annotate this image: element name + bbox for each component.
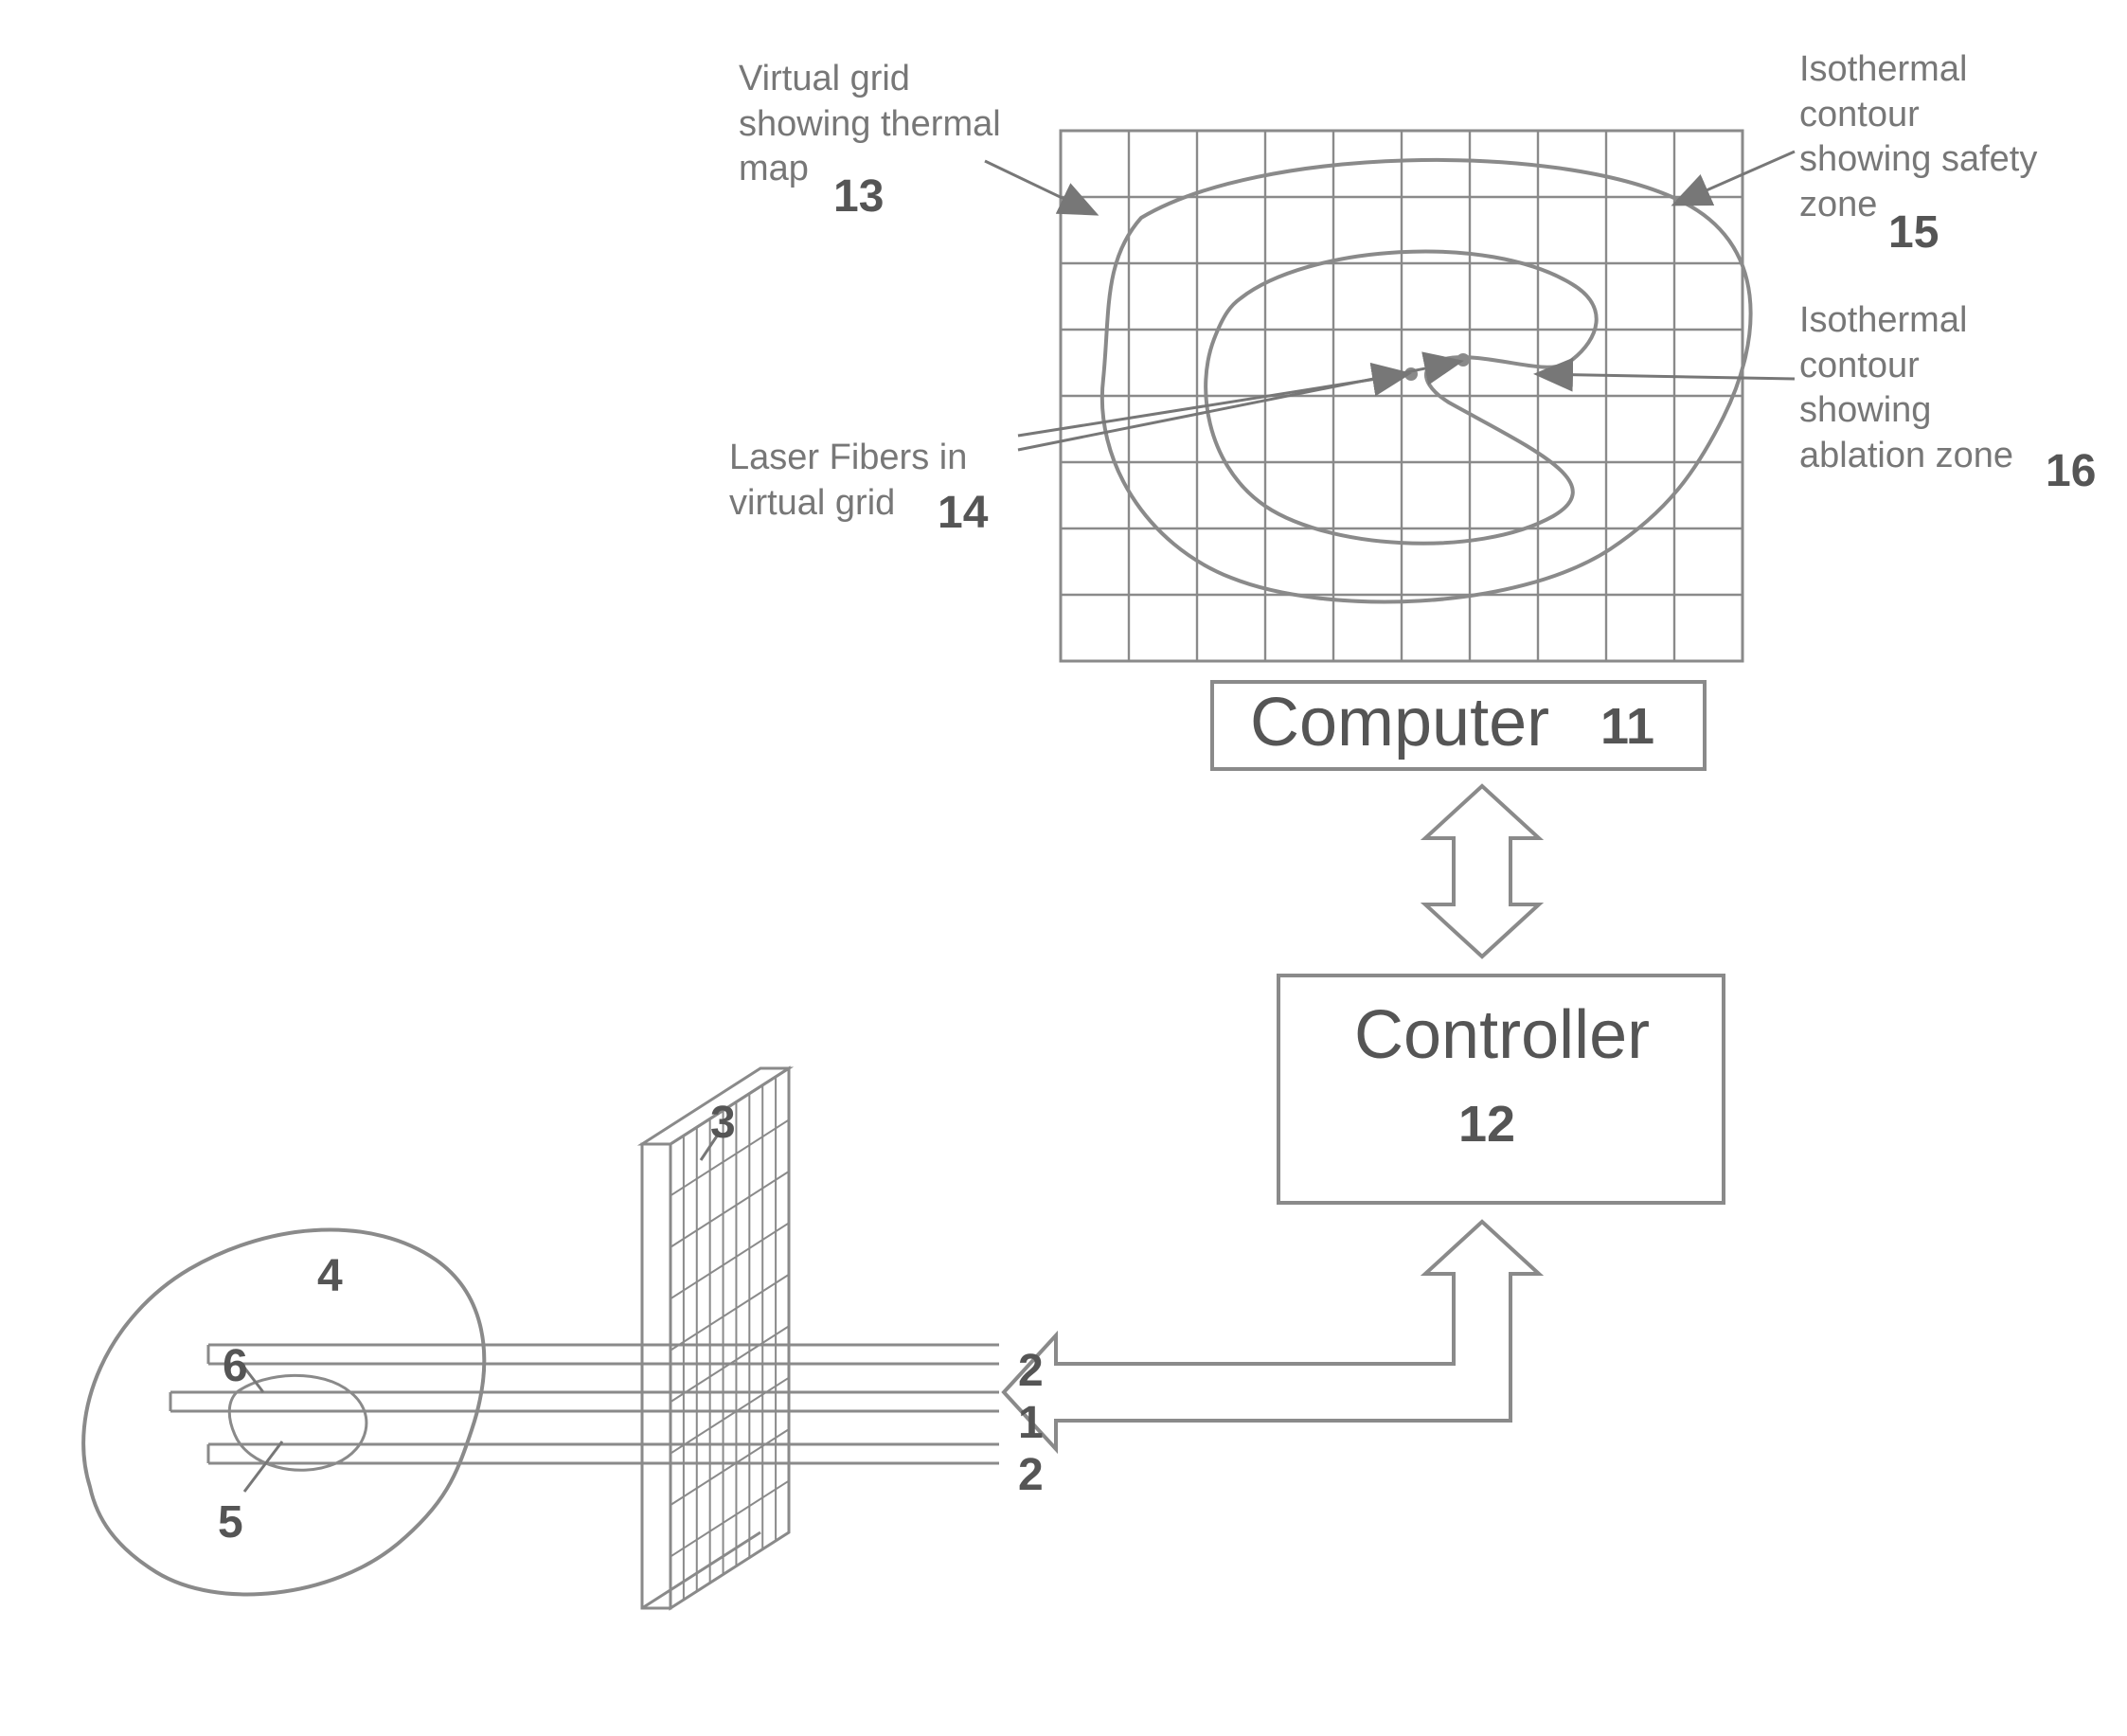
- probes: [170, 1345, 999, 1463]
- num-13: 13: [833, 170, 884, 223]
- num-4: 4: [317, 1250, 343, 1302]
- num-16: 16: [2046, 445, 2096, 497]
- num-15: 15: [1888, 206, 1939, 259]
- controller-label: Controller: [1354, 993, 1650, 1078]
- num-11: 11: [1600, 697, 1654, 756]
- guide-plate-3d: [642, 1068, 789, 1608]
- elbow-arrow-controller-device: [1004, 1222, 1539, 1449]
- num-12: 12: [1458, 1095, 1515, 1154]
- num-2-top: 2: [1018, 1345, 1044, 1397]
- annotation-leaders: [241, 152, 1795, 1492]
- label-safety-zone: Isothermal contour showing safety zone: [1799, 47, 2037, 227]
- label-ablation-zone: Isothermal contour showing ablation zone: [1799, 298, 2013, 478]
- label-laser-fibers: Laser Fibers in virtual grid: [729, 436, 967, 526]
- num-1: 1: [1018, 1397, 1044, 1449]
- diagram-stage: [0, 0, 2127, 1736]
- num-3: 3: [710, 1097, 736, 1149]
- lesion-outline: [229, 1375, 366, 1470]
- double-arrow-computer-controller: [1425, 786, 1539, 957]
- num-5: 5: [218, 1496, 243, 1548]
- num-14: 14: [938, 487, 988, 539]
- num-6: 6: [223, 1340, 248, 1392]
- virtual-grid: [1061, 131, 1743, 661]
- computer-label: Computer: [1250, 680, 1549, 765]
- num-2-bot: 2: [1018, 1449, 1044, 1501]
